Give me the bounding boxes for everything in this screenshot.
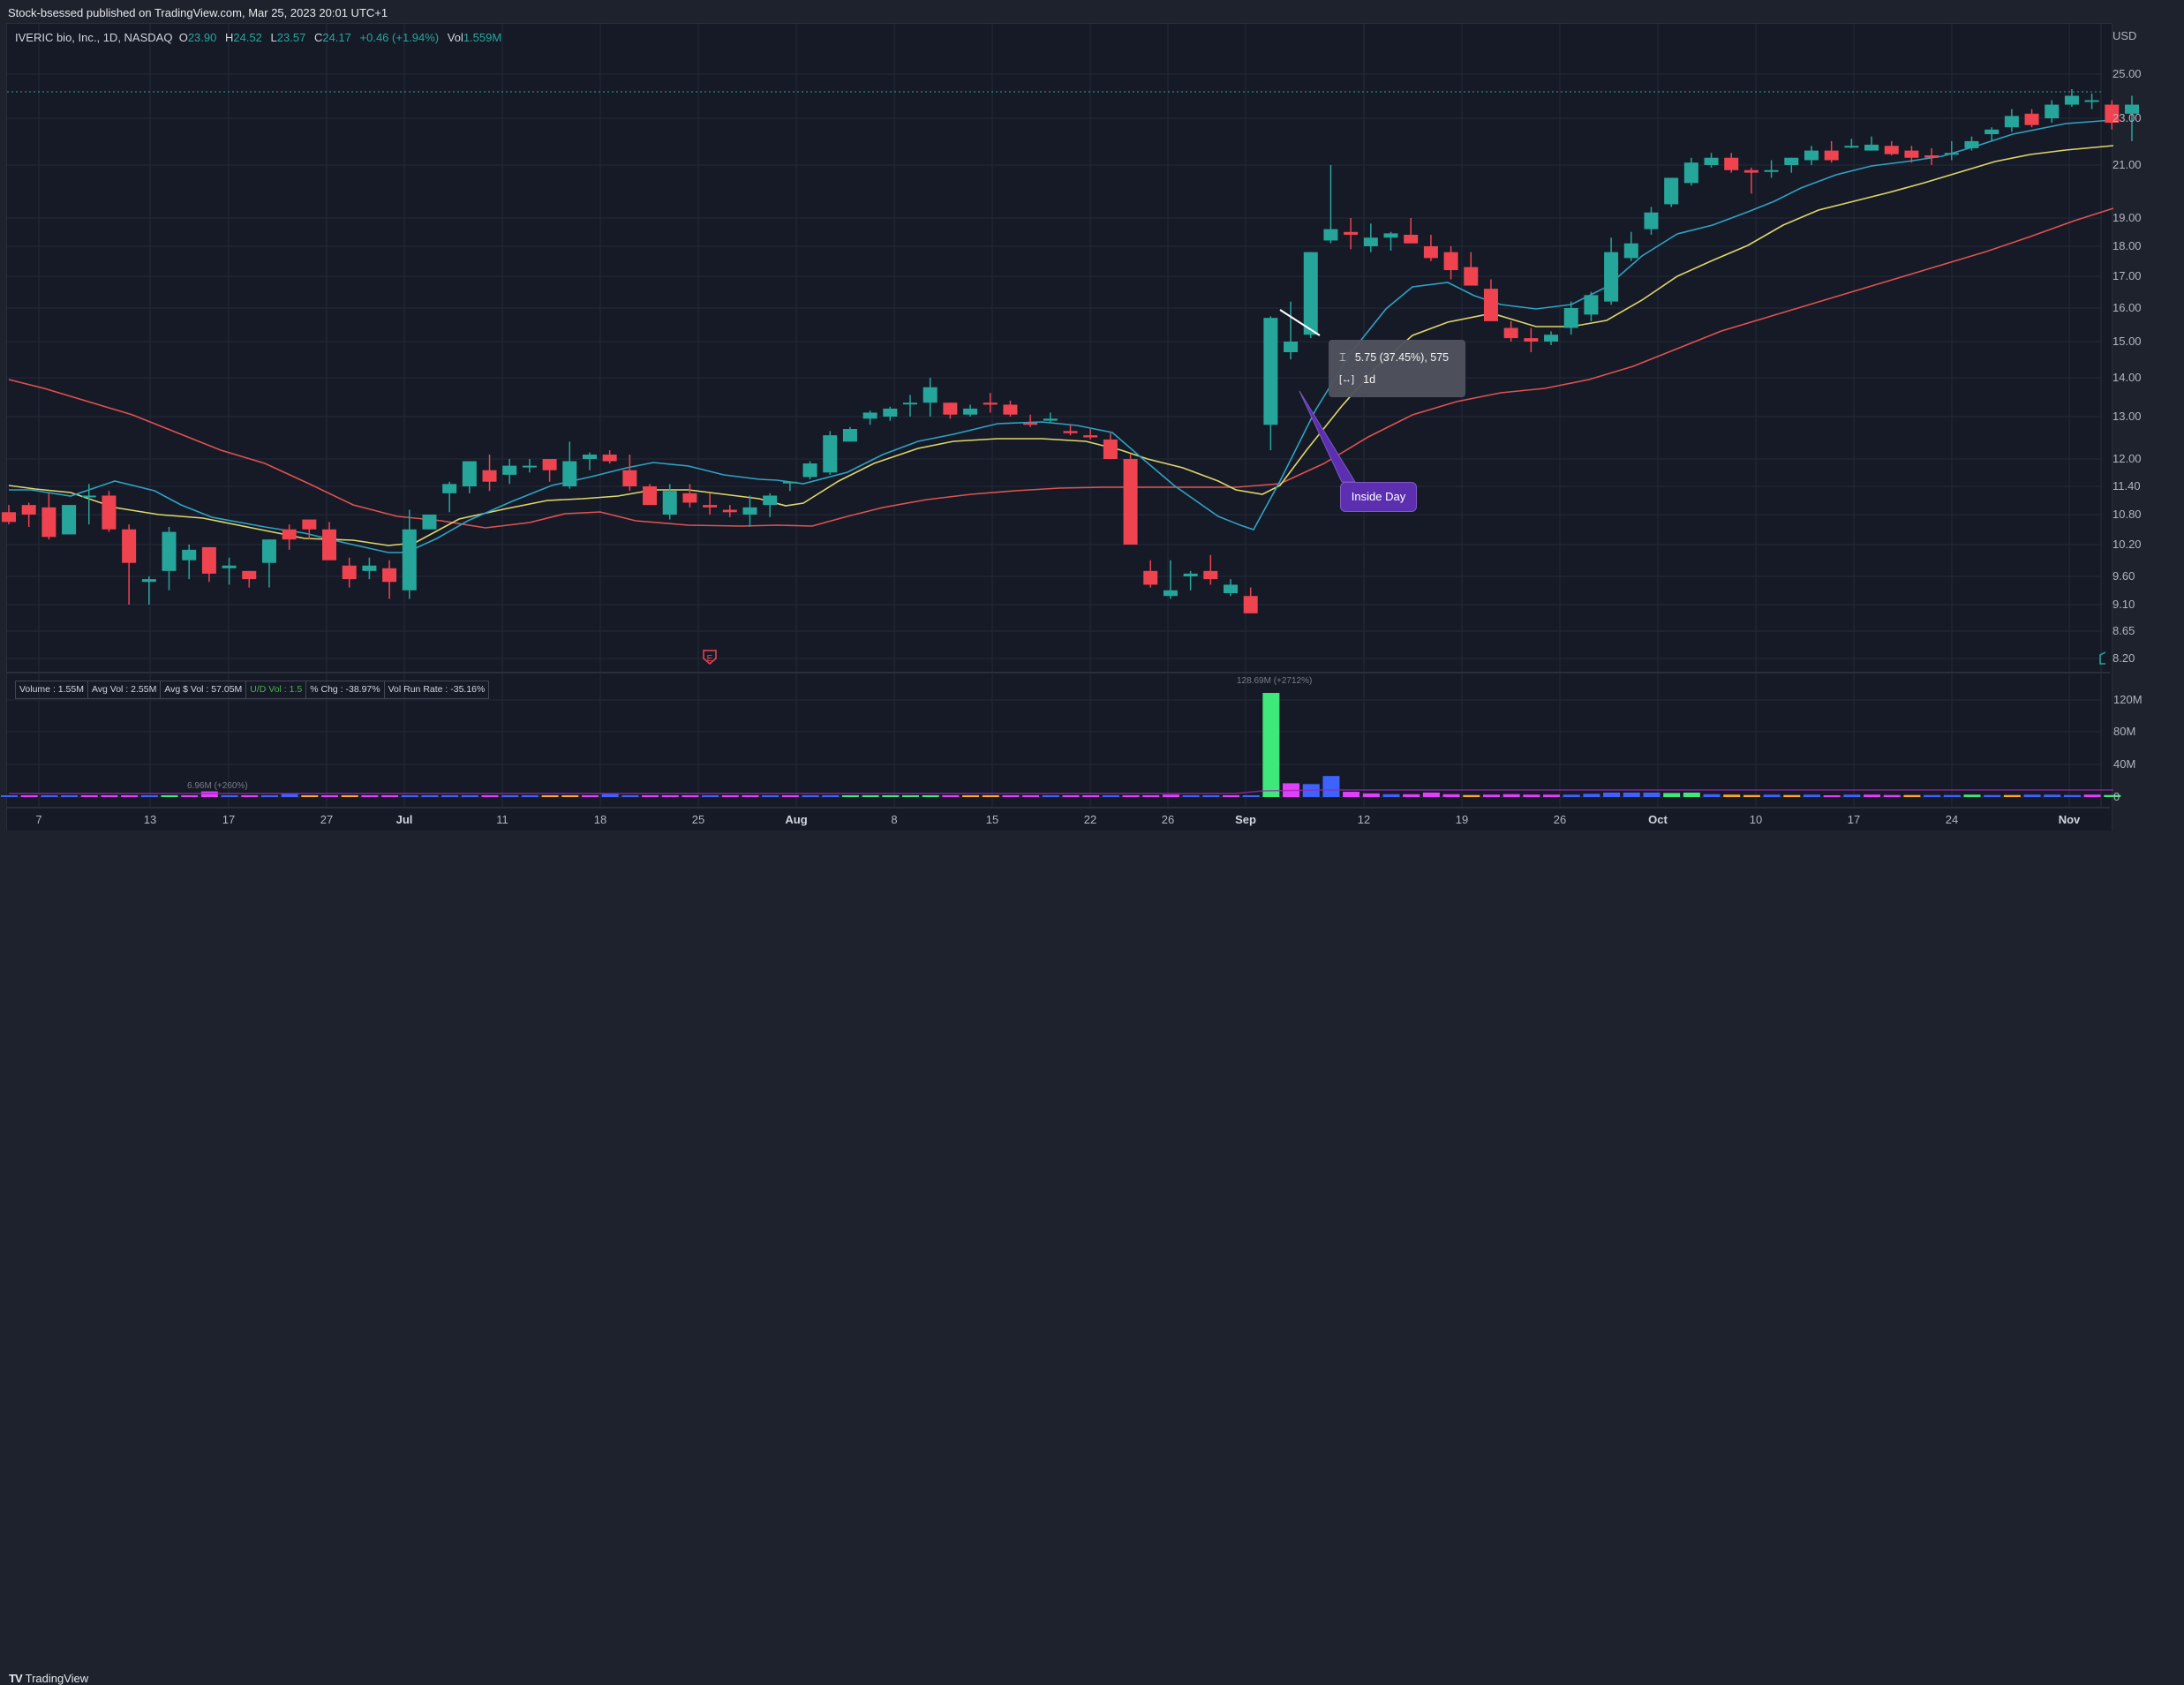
bar-range-value: 1d: [1363, 373, 1376, 386]
price-range-value: 5.75 (37.45%), 575: [1354, 351, 1450, 364]
time-tick: 17: [222, 813, 236, 826]
time-tick: Oct: [1648, 813, 1668, 826]
price-tick: 9.10: [2112, 598, 2135, 611]
price-tick: 14.00: [2112, 371, 2142, 384]
volume-tick: 40M: [2113, 757, 2136, 771]
volume-stats-table: Volume : 1.55M Avg Vol : 2.55M Avg $ Vol…: [15, 681, 490, 699]
time-tick: 12: [1357, 813, 1371, 826]
stat-avg-dollar-vol: Avg $ Vol : 57.05M: [161, 681, 247, 698]
time-tick: Aug: [785, 813, 808, 826]
stat-volume: Volume : 1.55M: [16, 681, 88, 698]
date-range-icon: [↔]: [1339, 374, 1355, 385]
brand-label: TradingView: [25, 1672, 89, 1685]
close-value: 24.17: [322, 31, 351, 44]
price-tick: 13.00: [2112, 410, 2142, 423]
chart-canvas[interactable]: E: [0, 0, 2184, 864]
time-tick: Jul: [395, 813, 413, 826]
symbol-name: IVERIC bio, Inc., 1D, NASDAQ: [15, 31, 173, 44]
time-tick: 26: [1161, 813, 1175, 826]
price-tick: 25.00: [2112, 67, 2142, 80]
price-range-icon: ⌶: [1339, 350, 1346, 364]
price-tick: 10.20: [2112, 538, 2142, 551]
volume-tick: 120M: [2113, 693, 2143, 706]
price-tick: 19.00: [2112, 211, 2142, 224]
time-tick: 26: [1553, 813, 1567, 826]
stat-pct-chg: % Chg : -38.97%: [306, 681, 385, 698]
time-tick: 8: [891, 813, 898, 826]
svg-text:E: E: [707, 654, 713, 664]
time-tick: 27: [320, 813, 334, 826]
symbol-legend: IVERIC bio, Inc., 1D, NASDAQ O23.90 H24.…: [15, 31, 502, 44]
volume-value: 1.559M: [463, 31, 502, 44]
time-tick: Nov: [2058, 813, 2081, 826]
time-tick: 19: [1455, 813, 1469, 826]
footer-bar: TV TradingView: [0, 831, 2184, 1685]
chart-area[interactable]: [6, 23, 2112, 831]
price-tick: 18.00: [2112, 239, 2142, 252]
tradingview-brand[interactable]: TV TradingView: [9, 1672, 88, 1685]
stat-avg-vol: Avg Vol : 2.55M: [88, 681, 162, 698]
time-tick: 11: [496, 813, 508, 826]
time-tick: 7: [35, 813, 42, 826]
price-tick: 8.65: [2112, 624, 2135, 637]
earnings-marker-icon[interactable]: [703, 650, 717, 665]
measure-tooltip: ⌶ 5.75 (37.45%), 575 [↔] 1d: [1329, 340, 1465, 397]
price-tick: 12.00: [2112, 452, 2142, 465]
time-tick: 25: [691, 813, 705, 826]
price-tick: 21.00: [2112, 158, 2142, 171]
volume-small-label: 6.96M (+260%): [187, 781, 248, 791]
price-tick: 23.00: [2112, 111, 2142, 124]
price-tick: 16.00: [2112, 301, 2142, 314]
inside-day-callout[interactable]: Inside Day: [1340, 482, 1417, 512]
tradingview-logo-icon: TV: [9, 1672, 23, 1685]
volume-tick: 0: [2113, 790, 2120, 803]
stat-ud-vol: U/D Vol : 1.5: [246, 681, 307, 698]
price-tick: 9.60: [2112, 569, 2135, 583]
price-tick: 17.00: [2112, 269, 2142, 282]
time-tick: 10: [1749, 813, 1763, 826]
time-tick: 17: [1847, 813, 1861, 826]
currency-label: USD: [2112, 29, 2137, 42]
volume-peak-label: 128.69M (+2712%): [1237, 676, 1313, 686]
price-tick: 10.80: [2112, 508, 2142, 521]
time-tick: 18: [593, 813, 607, 826]
price-tick: 8.20: [2112, 651, 2135, 665]
volume-tick: 80M: [2113, 725, 2136, 738]
time-tick: Sep: [1235, 813, 1256, 826]
time-tick: 15: [985, 813, 999, 826]
published-info: Stock-bsessed published on TradingView.c…: [8, 6, 388, 19]
price-tick: 15.00: [2112, 335, 2142, 348]
stat-vol-run-rate: Vol Run Rate : -35.16%: [388, 684, 486, 695]
publish-bar: Stock-bsessed published on TradingView.c…: [0, 0, 2184, 26]
high-value: 24.52: [233, 31, 262, 44]
time-tick: 24: [1945, 813, 1959, 826]
open-value: 23.90: [187, 31, 217, 44]
time-tick: 13: [143, 813, 157, 826]
time-tick: 22: [1083, 813, 1097, 826]
low-value: 23.57: [276, 31, 306, 44]
change-value: +0.46 (+1.94%): [359, 31, 440, 44]
price-tick: 11.40: [2112, 479, 2141, 493]
earnings-marker-icon[interactable]: [2099, 651, 2106, 665]
